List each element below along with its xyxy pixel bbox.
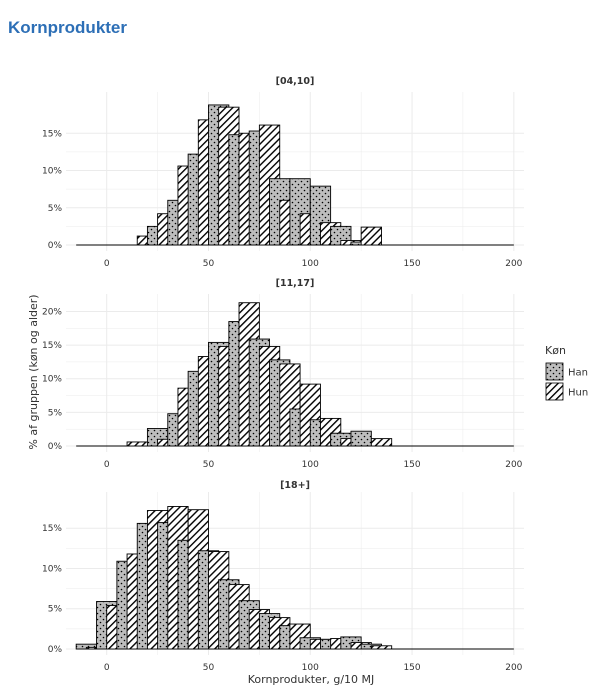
x-tick-label: 50 <box>203 460 215 470</box>
y-tick-label: 0% <box>48 645 63 655</box>
y-tick-label: 10% <box>42 167 62 177</box>
facet-panels: 0% 5% 10% 15% [04,10] 0 50 100 150 200 0% 5% 10% 15% 2… <box>42 76 524 673</box>
x-tick-label: 200 <box>505 663 522 673</box>
x-tick-label: 200 <box>505 460 522 470</box>
y-tick-label: 15% <box>42 341 62 351</box>
x-tick-label: 0 <box>104 663 110 673</box>
histogram-bar-hun <box>370 645 393 650</box>
facet-panel: 0% 5% 10% 15% 20% [11,17] 0 50 100 150 200 <box>42 278 524 470</box>
x-tick-label: 0 <box>104 259 110 269</box>
histogram-bar-hun <box>126 441 148 447</box>
facet-panel: 0% 5% 10% 15% [04,10] 0 50 100 150 200 <box>42 76 524 269</box>
x-tick-label: 200 <box>505 259 522 269</box>
x-axis-title: Kornprodukter, g/10 MJ <box>248 673 375 686</box>
facet-title: [04,10] <box>276 76 315 87</box>
x-tick-label: 100 <box>302 663 319 673</box>
facet-title: [18+] <box>280 480 310 491</box>
x-tick-label: 150 <box>403 259 420 269</box>
x-tick-label: 0 <box>104 460 110 470</box>
legend-key-hun <box>545 382 564 401</box>
legend-label: Hun <box>568 388 588 399</box>
histogram-bar-han <box>350 430 372 447</box>
x-tick-label: 100 <box>302 460 319 470</box>
legend-label: Han <box>568 368 588 379</box>
x-tick-label: 50 <box>203 259 215 269</box>
legend-title: Køn <box>545 344 566 357</box>
histogram-bar-hun <box>360 226 382 246</box>
y-tick-label: 20% <box>42 307 62 317</box>
y-tick-label: 5% <box>48 408 63 418</box>
facet-title: [11,17] <box>276 278 315 289</box>
y-tick-label: 10% <box>42 375 62 385</box>
y-tick-label: 10% <box>42 564 62 574</box>
y-tick-label: 5% <box>48 204 63 214</box>
x-tick-label: 150 <box>403 663 420 673</box>
y-axis-title: % af gruppen (køn og alder) <box>27 294 40 449</box>
legend-key-han <box>545 362 564 381</box>
y-tick-label: 15% <box>42 129 62 139</box>
x-tick-label: 100 <box>302 259 319 269</box>
y-tick-label: 15% <box>42 524 62 534</box>
facet-panel: 0% 5% 10% 15% [18+] 0 50 100 150 200 <box>42 480 524 673</box>
y-tick-label: 0% <box>48 241 63 251</box>
y-tick-label: 5% <box>48 605 63 615</box>
x-tick-label: 50 <box>203 663 215 673</box>
y-tick-label: 0% <box>48 442 63 452</box>
page-heading: Kornprodukter <box>8 18 127 37</box>
histogram-bar-hun <box>370 438 393 447</box>
x-tick-label: 150 <box>403 460 420 470</box>
